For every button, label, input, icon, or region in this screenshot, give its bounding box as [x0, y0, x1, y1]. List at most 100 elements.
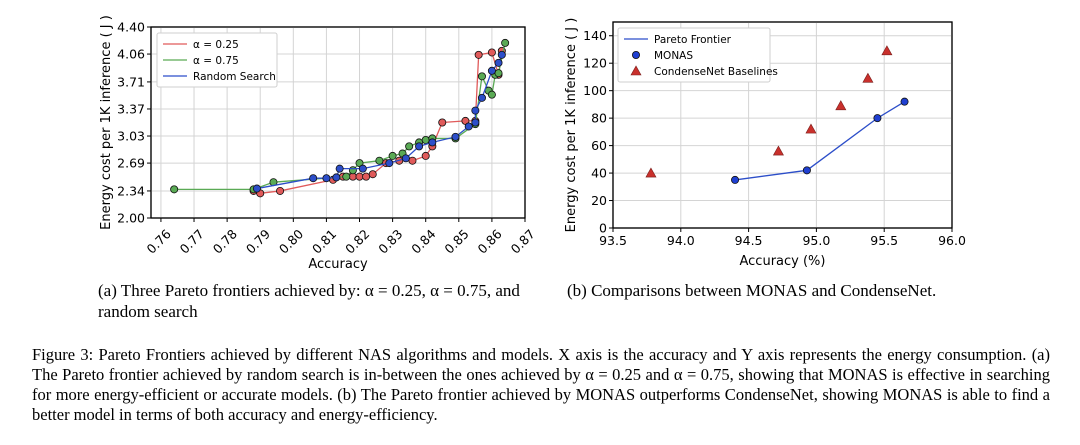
figure-caption: Figure 3: Pareto Frontiers achieved by d…: [32, 345, 1050, 425]
data-point: [471, 106, 480, 115]
data-point: [421, 151, 430, 160]
x-tick-label: 95.5: [870, 233, 898, 248]
y-tick-label: 80: [591, 111, 607, 126]
y-tick-label: 3.37: [117, 101, 145, 116]
figure-text: Pareto Frontiers achieved by different N…: [32, 345, 1051, 424]
data-point: [497, 50, 506, 59]
x-tick-label: 0.78: [210, 226, 240, 256]
series-1: [731, 97, 909, 184]
x-tick-label: 93.5: [599, 233, 627, 248]
x-tick-label: 95.0: [802, 233, 830, 248]
data-point: [388, 151, 397, 160]
data-point: [375, 156, 384, 165]
data-point: [252, 184, 261, 193]
data-point: [501, 38, 510, 47]
y-tick-label: 2.34: [117, 183, 145, 198]
data-point: [385, 159, 394, 168]
data-point: [487, 48, 496, 57]
x-tick-label: 0.81: [309, 226, 339, 256]
data-point: [332, 173, 341, 182]
data-point: [362, 172, 371, 181]
legend-label: α = 0.25: [193, 39, 239, 51]
data-point: [415, 142, 424, 151]
data-point: [428, 138, 437, 147]
data-point: [835, 100, 847, 111]
x-tick-label: 94.5: [735, 233, 763, 248]
y-tick-label: 2.00: [117, 211, 145, 226]
y-axis-label: Energy cost per 1K inference ( J ): [99, 15, 114, 230]
data-point: [474, 50, 483, 59]
data-point: [487, 90, 496, 99]
y-tick-label: 4.06: [117, 47, 145, 62]
data-point: [881, 45, 893, 56]
x-axis-label: Accuracy: [308, 257, 368, 272]
y-tick-label: 3.03: [117, 129, 145, 144]
data-point: [862, 72, 874, 83]
y-tick-label: 2.69: [117, 156, 145, 171]
legend-label: Random Search: [193, 71, 276, 83]
legend-label: Pareto Frontier: [654, 34, 732, 46]
x-tick-label: 0.82: [342, 226, 372, 256]
data-point: [335, 164, 344, 173]
data-point: [802, 166, 811, 175]
subcaption-a: (a) Three Pareto frontiers achieved by: …: [98, 281, 520, 321]
y-tick-label: 20: [591, 193, 607, 208]
data-point: [401, 154, 410, 163]
data-point: [358, 164, 367, 173]
x-tick-label: 96.0: [938, 233, 966, 248]
legend-marker: [630, 65, 642, 76]
y-tick-label: 3.71: [117, 74, 145, 89]
series-2: [645, 45, 893, 178]
data-point: [322, 174, 331, 183]
data-point: [309, 174, 318, 183]
data-point: [405, 142, 414, 151]
x-tick-label: 0.84: [408, 226, 438, 256]
data-point: [471, 118, 480, 127]
x-tick-label: 0.80: [276, 226, 306, 256]
y-tick-label: 120: [583, 56, 607, 71]
x-tick-label: 0.76: [144, 226, 174, 256]
data-point: [900, 97, 909, 106]
data-point: [477, 93, 486, 102]
data-point: [487, 66, 496, 75]
x-tick-label: 0.77: [177, 226, 207, 256]
data-point: [494, 69, 503, 78]
x-tick-label: 0.79: [243, 226, 273, 256]
x-axis-label: Accuracy (%): [740, 254, 826, 269]
data-point: [772, 145, 784, 156]
y-tick-label: 0: [599, 221, 607, 236]
data-point: [170, 185, 179, 194]
y-tick-label: 40: [591, 166, 607, 181]
data-point: [348, 166, 357, 175]
data-point: [731, 175, 740, 184]
x-tick-label: 94.0: [667, 233, 695, 248]
data-point: [451, 132, 460, 141]
series-2: [252, 50, 506, 193]
data-point: [438, 118, 447, 127]
legend-label: α = 0.75: [193, 55, 239, 67]
y-tick-label: 100: [583, 83, 607, 98]
chart-a: 2.00 2.34 2.69 3.03 3.37 3.71 4.06 4.40 0.76 0.77…: [99, 15, 538, 272]
plot-frame: [612, 21, 953, 229]
legend-marker: [632, 51, 641, 60]
plot-frame: [150, 26, 526, 219]
y-tick-label: 4.40: [117, 20, 145, 35]
data-point: [645, 167, 657, 178]
subcaption-b: (b) Comparisons between MONAS and Conden…: [567, 281, 937, 300]
legend-box: [156, 32, 278, 88]
data-point: [464, 122, 473, 131]
series-line: [734, 101, 905, 181]
x-tick-label: 0.87: [508, 226, 538, 256]
x-tick-label: 0.85: [441, 226, 471, 256]
data-point: [368, 170, 377, 179]
data-point: [408, 156, 417, 165]
figure-label: Figure 3:: [32, 345, 94, 364]
data-point: [494, 58, 503, 67]
x-tick-label: 0.86: [475, 226, 505, 256]
chart-b: 0 20 40 60 80 100 120 140 93.5 94.0 94.5 95.0 95.5 96…: [564, 18, 966, 269]
data-point: [342, 172, 351, 181]
data-point: [477, 72, 486, 81]
data-point: [276, 186, 285, 195]
data-point: [421, 136, 430, 145]
legend-label: CondenseNet Baselines: [654, 66, 778, 78]
